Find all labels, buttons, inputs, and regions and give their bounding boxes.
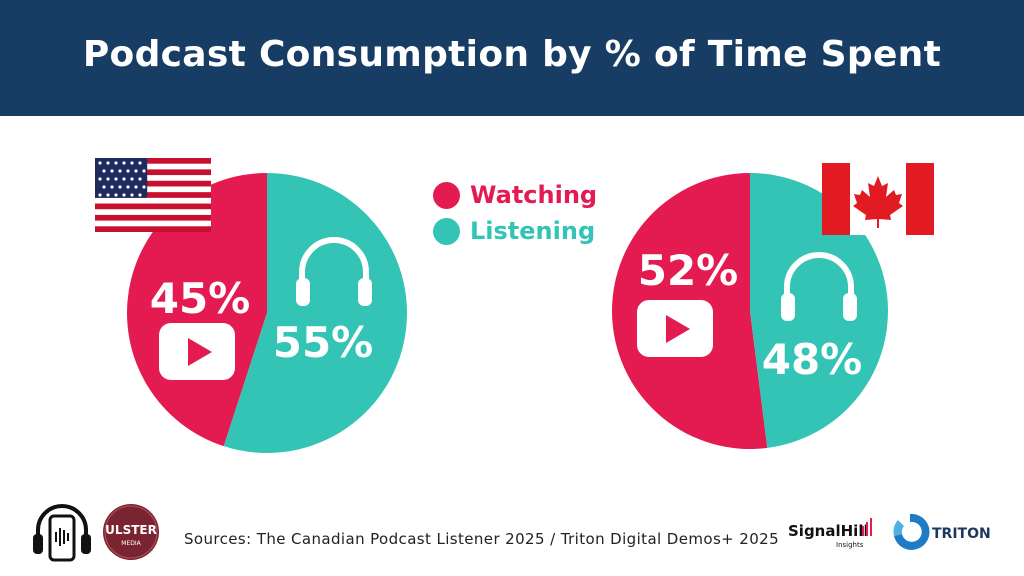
us-flag-stripe bbox=[95, 203, 211, 210]
triton-logo-text: TRITON bbox=[932, 526, 991, 542]
signalhill-logo-text: SignalHill bbox=[788, 522, 869, 540]
us-flag-star bbox=[142, 169, 146, 173]
us-flag-star bbox=[106, 193, 110, 197]
legend-item-watching: Watching bbox=[433, 177, 597, 213]
us-listening-label: 55% bbox=[273, 318, 374, 367]
us-flag-stripe bbox=[95, 158, 211, 164]
us-flag-star bbox=[138, 177, 142, 181]
us-flag-star bbox=[114, 161, 118, 165]
us-flag-stripe bbox=[95, 180, 211, 187]
chart-area: 45% 55% 52% 48% bbox=[0, 116, 1024, 476]
us-flag-star bbox=[130, 193, 134, 197]
us-flag-star bbox=[102, 169, 106, 173]
us-flag-star bbox=[134, 185, 138, 189]
us-watching-label: 45% bbox=[150, 274, 251, 323]
us-flag-stripe bbox=[95, 192, 211, 198]
us-headphones-icon bbox=[296, 237, 372, 306]
ca-slice-listening bbox=[750, 173, 889, 448]
us-flag-star bbox=[138, 161, 142, 165]
ca-watching-label: 52% bbox=[638, 246, 739, 295]
us-flag-star bbox=[126, 185, 130, 189]
us-flag-star bbox=[142, 185, 146, 189]
us-flag-star bbox=[122, 161, 126, 165]
legend-label-listening: Listening bbox=[470, 217, 596, 245]
us-flag-star bbox=[98, 177, 102, 181]
us-flag-stripe bbox=[95, 214, 211, 221]
legend-label-watching: Watching bbox=[470, 181, 598, 209]
us-flag-star bbox=[106, 161, 110, 165]
us-flag-star bbox=[134, 169, 138, 173]
canada-flag-icon bbox=[822, 163, 934, 235]
us-slice-watching bbox=[127, 173, 268, 447]
ca-headphones-icon bbox=[781, 252, 857, 321]
us-flag-star bbox=[122, 177, 126, 181]
us-flag-star bbox=[110, 185, 114, 189]
us-flag-star bbox=[106, 177, 110, 181]
legend-dot-listening bbox=[433, 217, 460, 245]
us-flag-star bbox=[130, 161, 134, 165]
us-flag-star bbox=[114, 193, 118, 197]
us-flag-stripe bbox=[95, 169, 211, 176]
us-flag-star bbox=[118, 185, 122, 189]
us-flag-star bbox=[118, 169, 122, 173]
podcast-phone-logo-icon bbox=[33, 504, 91, 562]
ca-play-icon bbox=[637, 300, 713, 357]
us-flag-star bbox=[102, 185, 106, 189]
legend-item-listening: Listening bbox=[433, 213, 597, 249]
us-flag-star bbox=[110, 169, 114, 173]
us-flag-canton bbox=[95, 158, 148, 198]
us-flag-star bbox=[130, 177, 134, 181]
ulster-media-logo: ULSTER MEDIA bbox=[103, 504, 159, 560]
us-flag-star bbox=[98, 161, 102, 165]
legend: Watching Listening bbox=[433, 177, 597, 249]
us-slice-listening bbox=[223, 173, 407, 453]
legend-dot-watching bbox=[433, 181, 460, 209]
us-flag-star bbox=[126, 169, 130, 173]
us-flag-star bbox=[98, 193, 102, 197]
us-flag-star bbox=[114, 177, 118, 181]
us-pie bbox=[127, 173, 407, 453]
us-flag-star bbox=[122, 193, 126, 197]
triton-logo: TRITON bbox=[893, 513, 991, 550]
ulster-logo-subtext: MEDIA bbox=[121, 540, 141, 547]
pie-charts: 45% 55% 52% 48% bbox=[95, 158, 934, 453]
signalhill-logo-subtext: Insights bbox=[836, 541, 864, 549]
source-note: Sources: The Canadian Podcast Listener 2… bbox=[184, 530, 780, 548]
us-flag-stripe bbox=[95, 226, 211, 232]
us-flag-star bbox=[138, 193, 142, 197]
ca-listening-label: 48% bbox=[762, 335, 863, 384]
ulster-logo-text: ULSTER bbox=[105, 523, 157, 537]
us-flag-icon bbox=[95, 158, 211, 232]
us-play-icon bbox=[159, 323, 235, 380]
page-title: Podcast Consumption by % of Time Spent bbox=[82, 33, 942, 75]
signalhill-logo: SignalHill Insights bbox=[788, 518, 872, 549]
header-bar: Podcast Consumption by % of Time Spent bbox=[0, 0, 1024, 116]
